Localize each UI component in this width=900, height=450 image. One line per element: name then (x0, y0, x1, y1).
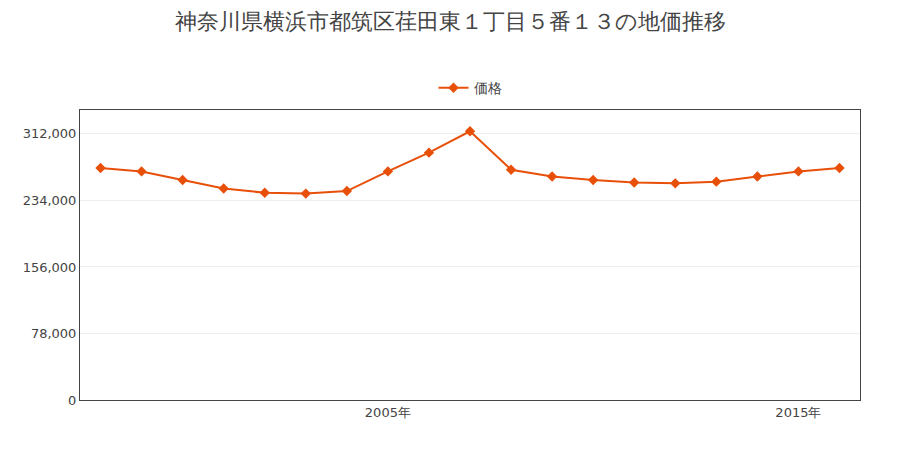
svg-text:2005年: 2005年 (365, 405, 411, 420)
svg-text:312,000: 312,000 (23, 126, 77, 141)
svg-text:神奈川県横浜市都筑区荏田東１丁目５番１３の地価推移: 神奈川県横浜市都筑区荏田東１丁目５番１３の地価推移 (175, 9, 726, 34)
svg-text:234,000: 234,000 (23, 193, 77, 208)
svg-text:78,000: 78,000 (31, 326, 77, 341)
svg-text:価格: 価格 (474, 80, 502, 96)
svg-text:0: 0 (68, 393, 76, 408)
svg-text:2015年: 2015年 (775, 405, 821, 420)
svg-text:156,000: 156,000 (23, 259, 77, 274)
